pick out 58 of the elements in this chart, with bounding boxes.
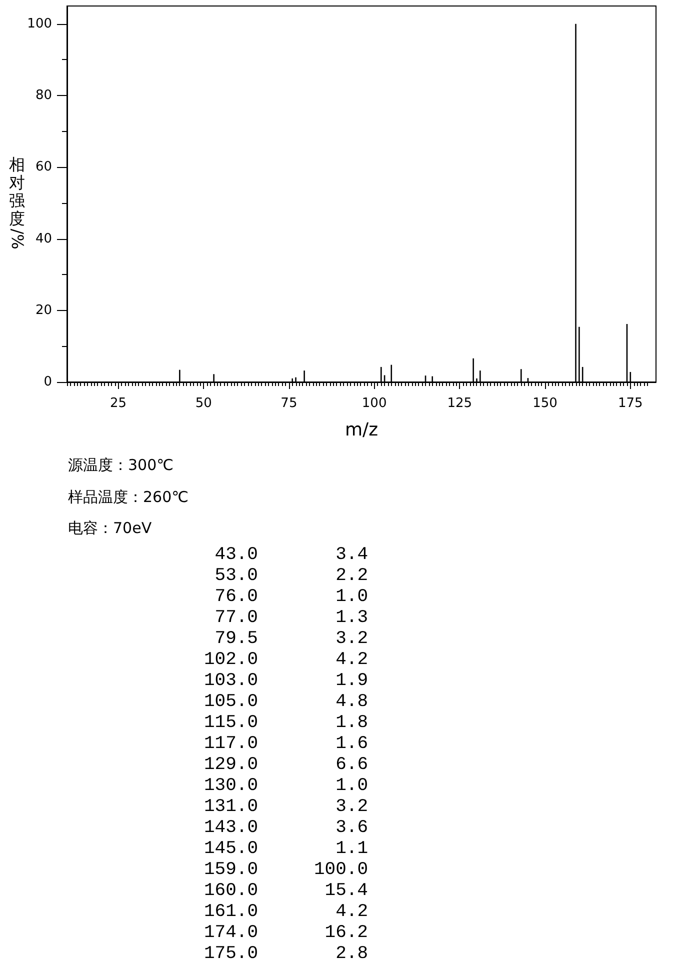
category-label: 130.0 (202, 776, 258, 797)
x-tick-label: 50 (195, 396, 212, 411)
text: 1.0 (336, 776, 368, 796)
text: 样品温度：260℃ (68, 486, 188, 508)
text: 电容：70eV (68, 518, 153, 539)
category-label: 43.0 (214, 545, 258, 566)
text: 1.6 (336, 734, 368, 754)
x-tick-label: 175 (618, 396, 643, 411)
y-tick-label: 20 (35, 302, 52, 318)
text: 3.6 (336, 818, 368, 838)
category-label: 131.0 (202, 797, 258, 818)
x-tick-label: 25 (110, 396, 126, 411)
text: 16.2 (324, 923, 368, 943)
y-tick-label: 60 (35, 160, 52, 175)
y-tick-label: 100 (27, 16, 52, 32)
text: 1.8 (336, 713, 368, 733)
category-label: 129.0 (202, 755, 258, 776)
y-tick-label: 40 (35, 231, 52, 246)
category-label: 145.0 (202, 839, 258, 860)
text: 3.2 (336, 797, 368, 817)
category-label: 103.0 (202, 671, 258, 692)
category-label: 53.0 (214, 566, 258, 587)
y-tick-label: 0 (44, 374, 52, 390)
text: 1.3 (336, 608, 368, 628)
text: 100.0 (314, 860, 368, 880)
text: 15.4 (324, 881, 368, 901)
category-label: 79.5 (214, 629, 258, 650)
text: 4.8 (336, 692, 368, 712)
text: 源温度：300℃ (68, 455, 174, 476)
text: 1.9 (336, 671, 368, 691)
category-label: 105.0 (202, 692, 258, 713)
category-label: 77.0 (214, 608, 258, 629)
text: 1.1 (336, 839, 368, 859)
text: 4.2 (336, 650, 368, 670)
category-label: 160.0 (202, 881, 258, 902)
text: 2.2 (336, 566, 368, 586)
text: 6.6 (336, 755, 368, 775)
category-label: 161.0 (202, 902, 258, 923)
category-label: 76.0 (214, 587, 258, 608)
x-tick-label: 100 (362, 396, 387, 411)
category-label: 143.0 (202, 818, 258, 839)
category-label: 102.0 (202, 650, 258, 671)
text: 4.2 (336, 902, 368, 922)
x-axis-title: m/z (344, 420, 378, 440)
category-label: 117.0 (202, 734, 258, 755)
x-tick-label: 150 (532, 396, 558, 411)
y-axis-title: 相对强度/% (8, 155, 27, 249)
category-label: 174.0 (202, 923, 258, 944)
text: 2.8 (336, 944, 368, 964)
category-label: 115.0 (202, 713, 258, 734)
text: 1.0 (336, 587, 368, 607)
text: 3.4 (336, 545, 368, 565)
category-label: 175.0 (202, 944, 258, 964)
text: 3.2 (336, 629, 368, 649)
y-tick-label: 80 (35, 88, 52, 104)
category-label: 159.0 (202, 860, 258, 881)
x-tick-label: 125 (447, 396, 472, 411)
x-tick-label: 75 (280, 396, 298, 411)
